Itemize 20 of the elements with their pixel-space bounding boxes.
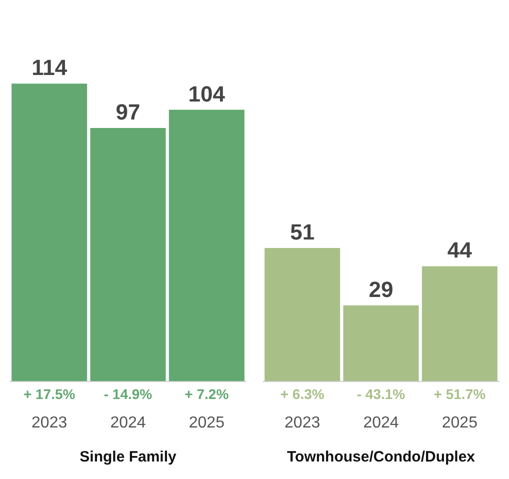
x-axis-title: Townhouse/Condo/Duplex	[286, 448, 476, 466]
x-tick-label: 2023	[284, 414, 320, 432]
data-label: 104	[188, 81, 226, 106]
x-tick-label: 2024	[363, 414, 399, 432]
x-tick-label: 2025	[442, 414, 478, 432]
text: + 6.3%	[280, 386, 325, 402]
data-label: 97	[116, 100, 140, 125]
x-tick-label: 2025	[188, 414, 225, 432]
text: + 17.5%	[23, 386, 76, 402]
data-label: 51	[290, 219, 315, 244]
x-tick-label: 2023	[32, 414, 68, 432]
text: - 43.1%	[356, 386, 406, 402]
data-label: 114	[32, 55, 68, 80]
x-axis-title: Single Family	[80, 448, 177, 466]
text: + 7.2%	[184, 386, 230, 402]
x-tick-label: 2024	[110, 414, 146, 432]
data-label: 44	[447, 238, 473, 263]
text: + 51.7%	[434, 386, 486, 402]
text: - 14.9%	[104, 386, 153, 402]
data-label: 29	[368, 276, 394, 302]
